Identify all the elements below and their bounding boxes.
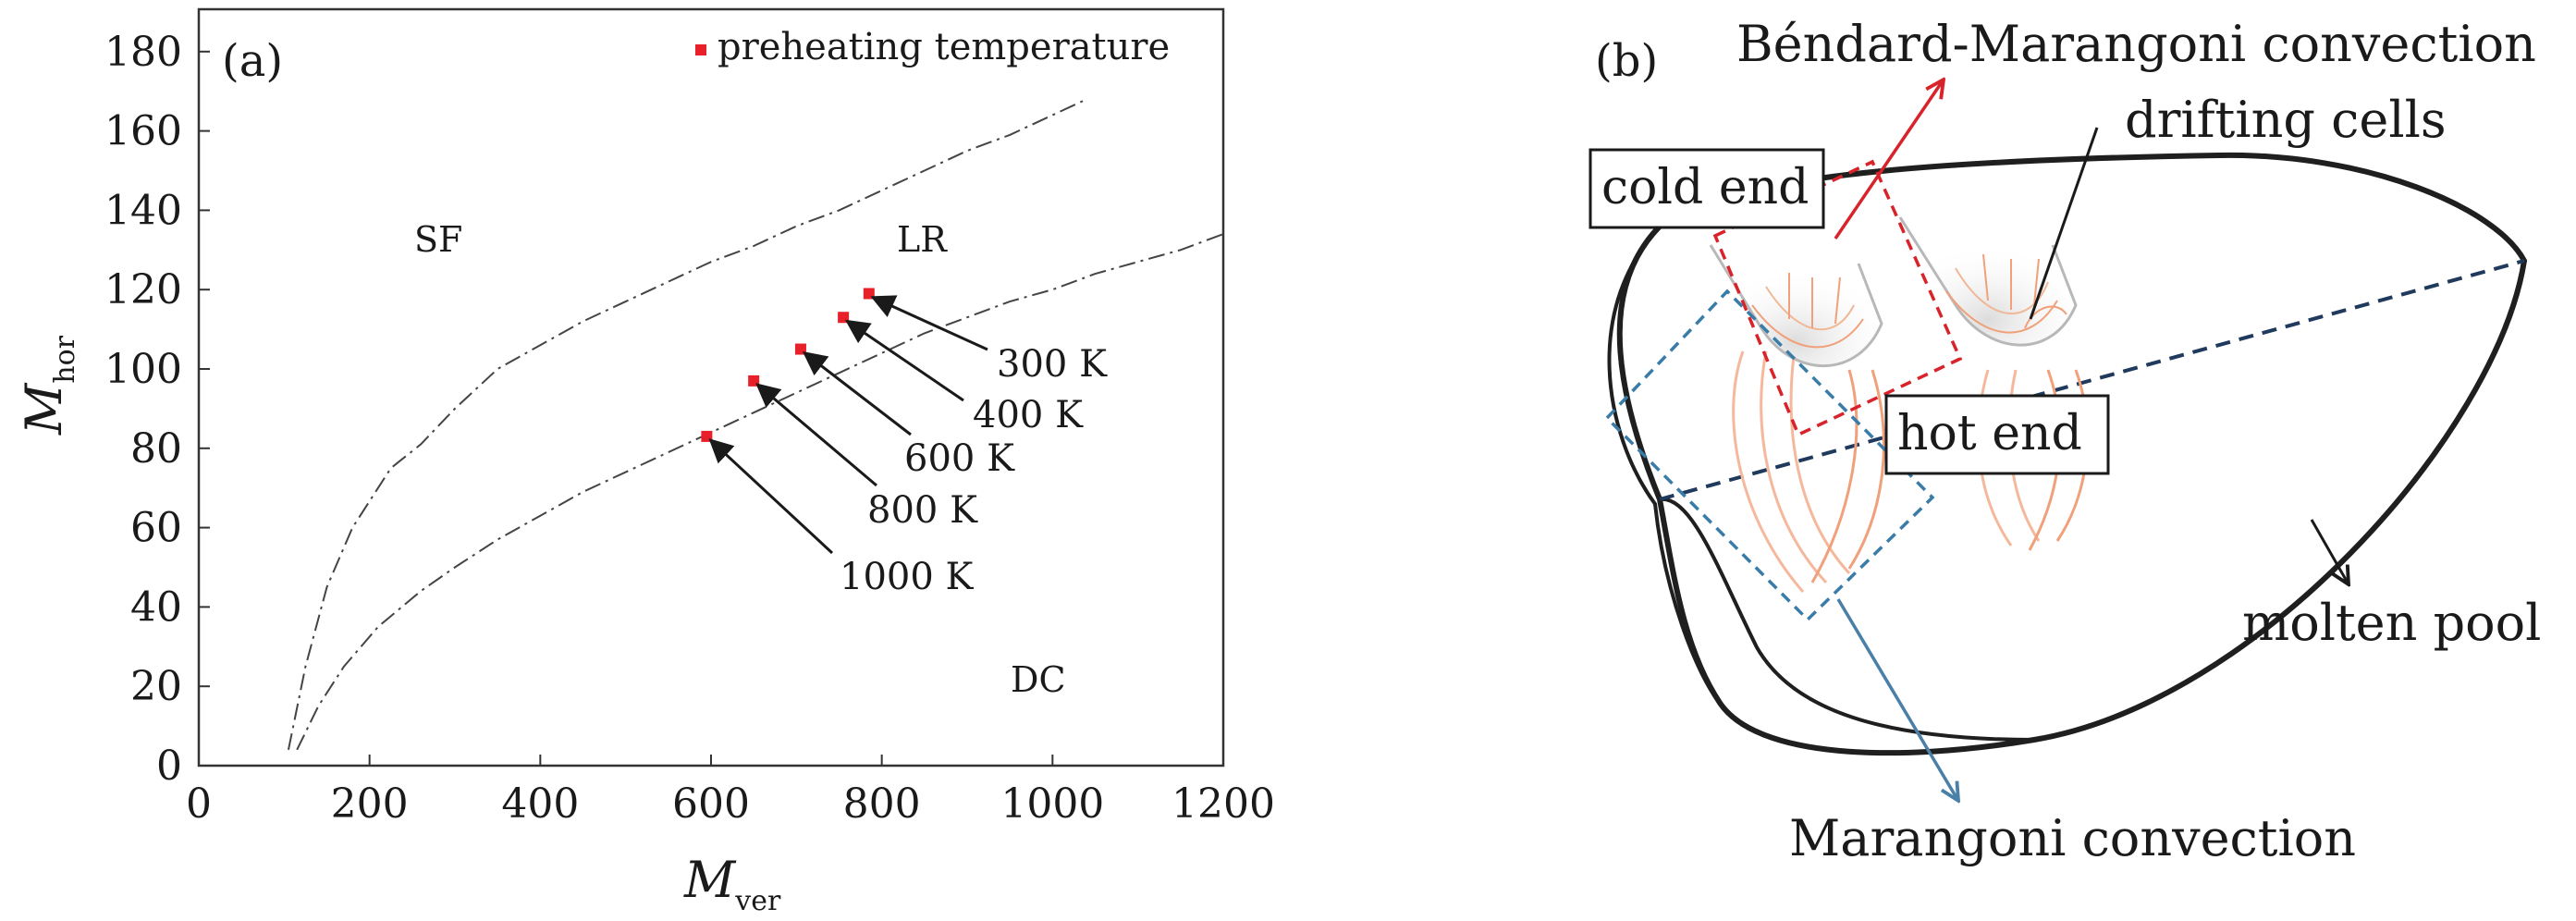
y-tick-label: 140 bbox=[104, 187, 182, 234]
label-marangoni: Marangoni convection bbox=[1789, 809, 2356, 867]
x-tick-label: 800 bbox=[843, 780, 921, 828]
convection-cell-left bbox=[1709, 244, 1883, 368]
boundary-curve-1 bbox=[287, 98, 1087, 751]
label-drifting-cells: drifting cells bbox=[2125, 91, 2447, 149]
region-dc: DC bbox=[1011, 659, 1066, 700]
panel-a-label: (a) bbox=[222, 35, 283, 87]
y-tick-label: 0 bbox=[156, 743, 182, 790]
panel-b-label: (b) bbox=[1595, 35, 1658, 87]
preheat-label: 800 K bbox=[867, 489, 978, 532]
label-hot-end: hot end bbox=[1897, 406, 2082, 461]
molten-pool-bottom-curve bbox=[1659, 497, 2035, 742]
marangoni-arrow bbox=[1836, 598, 1958, 801]
drifting-cells-arrow bbox=[2029, 127, 2099, 320]
y-axis-ticks: 0 20 40 60 80 100 120 140 160 180 bbox=[104, 29, 210, 790]
preheat-label: 1000 K bbox=[840, 556, 975, 598]
molten-pool-inner-curve bbox=[1607, 220, 1722, 705]
diagram-panel-b: (b) bbox=[1589, 15, 2541, 867]
x-tick-label: 1000 bbox=[1000, 780, 1104, 828]
x-axis-label-main: M bbox=[683, 851, 737, 909]
x-axis-ticks: 0 200 400 600 800 1000 1200 bbox=[186, 755, 1275, 828]
preheat-arrow bbox=[708, 438, 834, 555]
y-axis-label-main: M bbox=[15, 382, 73, 436]
preheat-arrow bbox=[870, 295, 988, 351]
hot-end-box bbox=[1884, 394, 2110, 475]
legend-marker bbox=[695, 44, 706, 55]
x-tick-label: 0 bbox=[186, 780, 212, 828]
preheat-label: 400 K bbox=[973, 394, 1084, 436]
preheat-arrow bbox=[755, 383, 877, 487]
x-tick-label: 1200 bbox=[1171, 780, 1275, 828]
boundary-curve-2 bbox=[296, 233, 1224, 751]
y-tick-label: 80 bbox=[130, 425, 182, 473]
legend-label: preheating temperature bbox=[718, 26, 1170, 68]
bm-convection-arrow bbox=[1834, 80, 1944, 239]
preheat-arrow bbox=[802, 350, 912, 436]
y-tick-label: 100 bbox=[104, 346, 182, 393]
y-tick-label: 120 bbox=[104, 266, 182, 313]
y-tick-label: 40 bbox=[130, 583, 182, 631]
plot-frame bbox=[197, 7, 1225, 768]
label-cold-end: cold end bbox=[1601, 160, 1809, 215]
x-tick-label: 400 bbox=[501, 780, 579, 828]
pool-centerline bbox=[1659, 259, 2525, 501]
preheat-label: 300 K bbox=[997, 343, 1108, 386]
region-sf: SF bbox=[414, 219, 462, 260]
x-tick-label: 600 bbox=[672, 780, 750, 828]
x-axis-label: Mver bbox=[683, 851, 781, 917]
molten-pool-arrow bbox=[2310, 519, 2349, 584]
x-tick-label: 200 bbox=[331, 780, 409, 828]
y-tick-label: 180 bbox=[104, 29, 182, 76]
boundary-curves bbox=[287, 98, 1224, 751]
label-molten-pool: molten pool bbox=[2242, 594, 2541, 652]
x-axis-label-sub: ver bbox=[734, 885, 781, 917]
y-axis-label-sub: hor bbox=[49, 335, 81, 383]
label-bm-convection: Béndard-Marangoni convection bbox=[1736, 15, 2536, 73]
y-tick-label: 60 bbox=[130, 505, 182, 552]
y-tick-label: 20 bbox=[130, 663, 182, 710]
marangoni-convection-box bbox=[1604, 289, 1935, 622]
y-axis-label: Mhor bbox=[15, 335, 81, 436]
preheat-label: 600 K bbox=[904, 437, 1015, 480]
y-tick-label: 160 bbox=[104, 108, 182, 155]
cold-end-box bbox=[1589, 148, 1825, 229]
region-lr: LR bbox=[897, 219, 948, 260]
chart-panel-a: 0 200 400 600 800 1000 1200 0 20 40 60 80 100 120 140… bbox=[15, 7, 1275, 917]
preheat-arrow bbox=[844, 319, 964, 402]
